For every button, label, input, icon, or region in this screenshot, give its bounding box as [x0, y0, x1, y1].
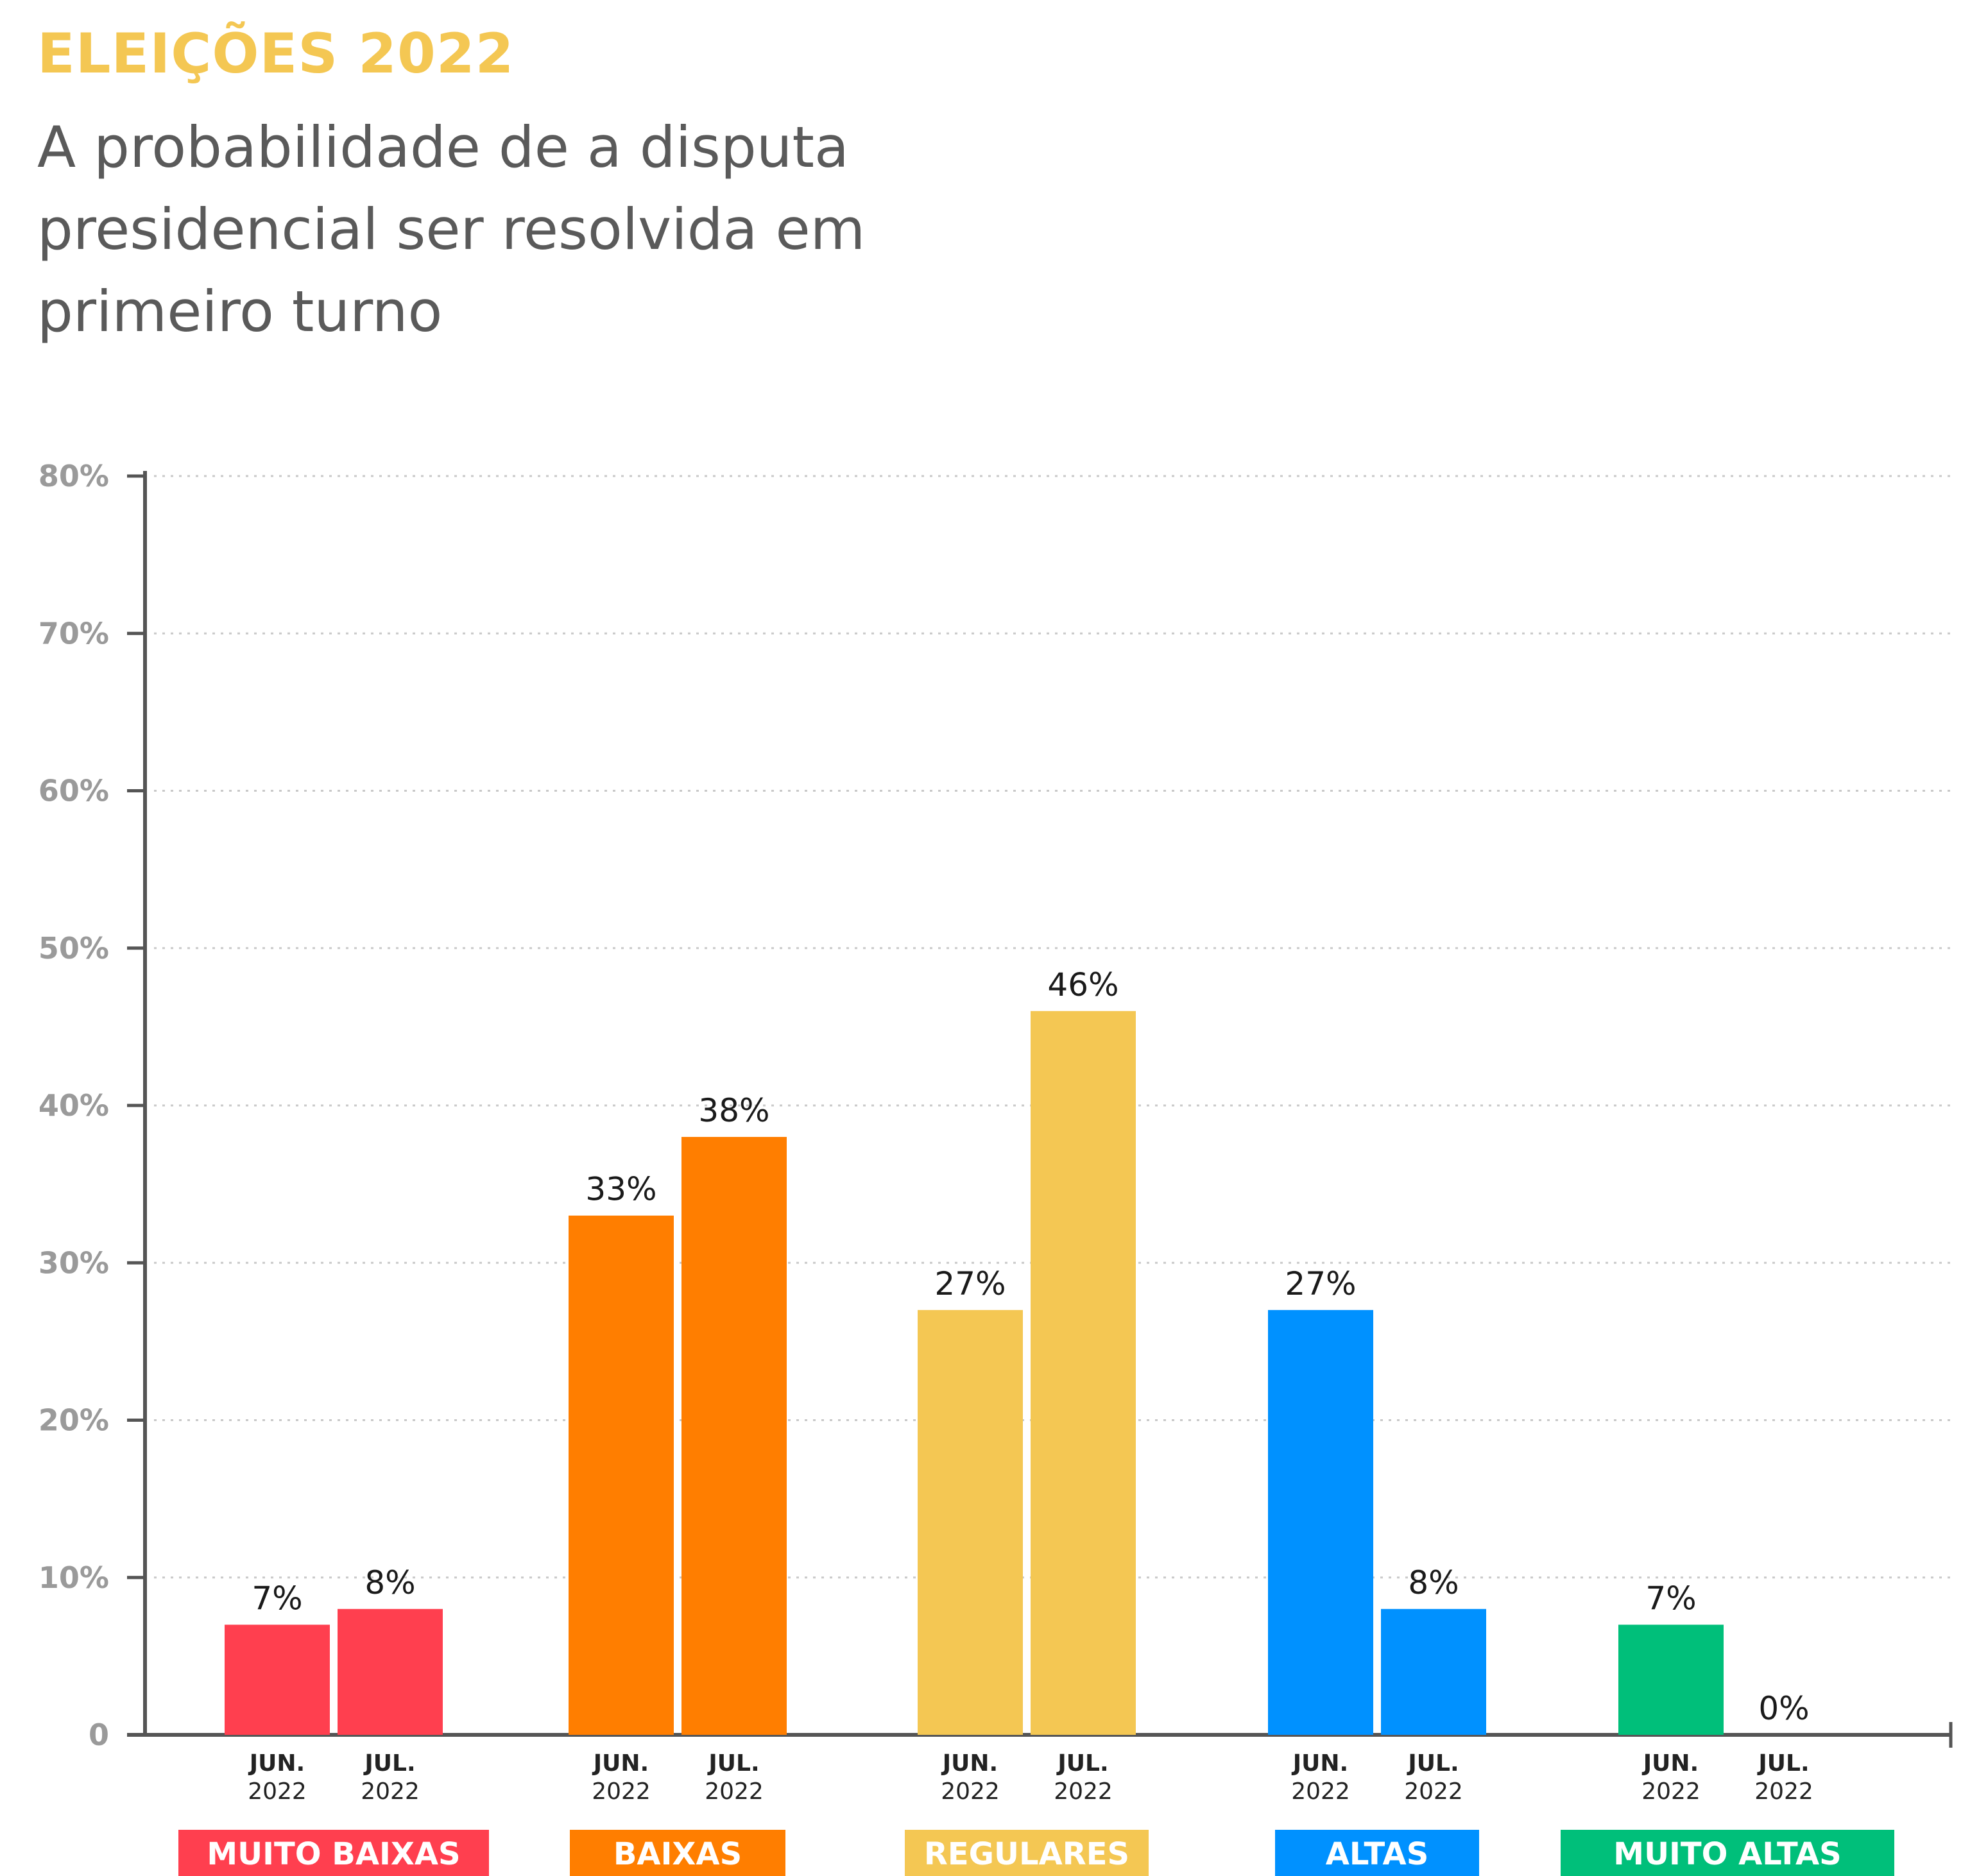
bar — [1618, 1624, 1724, 1735]
x-tick-year-label: 2022 — [705, 1778, 764, 1805]
category-badge-label: ALTAS — [1326, 1836, 1429, 1872]
chart-eyebrow: ELEIÇÕES 2022 — [37, 22, 515, 86]
bar — [225, 1624, 330, 1735]
category-badge — [178, 1830, 489, 1876]
x-tick-month-label: JUL. — [707, 1750, 759, 1777]
category-badge — [1275, 1830, 1479, 1876]
x-tick-year-label: 2022 — [1641, 1778, 1701, 1805]
data-label: 46% — [1047, 966, 1118, 1003]
data-label: 8% — [1408, 1564, 1459, 1601]
bar — [569, 1215, 674, 1735]
x-tick-month-label: JUL. — [1756, 1750, 1809, 1777]
x-tick-month-label: JUN. — [941, 1750, 998, 1777]
y-tick-label: 10% — [39, 1560, 109, 1595]
data-label: 0% — [1758, 1690, 1809, 1727]
x-tick-month-label: JUN. — [1291, 1750, 1348, 1777]
x-tick-year-label: 2022 — [592, 1778, 651, 1805]
x-tick-year-label: 2022 — [361, 1778, 420, 1805]
x-tick-month-label: JUL. — [1056, 1750, 1108, 1777]
category-badge-label: MUITO ALTAS — [1613, 1836, 1841, 1872]
data-label: 8% — [364, 1564, 415, 1601]
category-badge-label: MUITO BAIXAS — [207, 1836, 460, 1872]
x-tick-year-label: 2022 — [1291, 1778, 1350, 1805]
bar — [1031, 1010, 1136, 1735]
data-label: 38% — [698, 1092, 769, 1129]
x-tick-month-label: JUN. — [1641, 1750, 1699, 1777]
y-tick-label: 40% — [39, 1088, 109, 1123]
x-tick-year-label: 2022 — [1754, 1778, 1813, 1805]
x-tick-year-label: 2022 — [1404, 1778, 1463, 1805]
x-tick-year-label: 2022 — [941, 1778, 1000, 1805]
x-axis-labels: JUN.2022JUL.2022JUN.2022JUL.2022JUN.2022… — [248, 1750, 1813, 1805]
y-tick-label: 50% — [39, 931, 109, 966]
bar — [1381, 1608, 1486, 1735]
y-tick-label: 80% — [39, 459, 109, 493]
value-labels: 7% 8% 33% 38% 27% 46% 27% 8% 7% 0% — [252, 966, 1809, 1727]
category-badge — [1561, 1830, 1894, 1876]
category-badge — [570, 1830, 785, 1876]
data-label: 27% — [934, 1265, 1006, 1302]
category-badge — [905, 1830, 1149, 1876]
x-tick-month-label: JUN. — [592, 1750, 649, 1777]
bar — [338, 1608, 443, 1735]
data-label: 7% — [252, 1580, 302, 1617]
y-axis-ticks: 0 10% 20% 30% 40% 50% 60% 70% 80% — [39, 459, 145, 1752]
data-label: 7% — [1645, 1580, 1696, 1617]
x-tick-year-label: 2022 — [1054, 1778, 1113, 1805]
x-tick-month-label: JUL. — [1406, 1750, 1459, 1777]
y-tick-label: 70% — [39, 616, 109, 651]
category-badge-label: BAIXAS — [613, 1836, 742, 1872]
y-tick-label: 30% — [39, 1245, 109, 1280]
data-label: 33% — [585, 1171, 656, 1208]
y-tick-label: 20% — [39, 1403, 109, 1438]
chart-title: A probabilidade de a disputa presidencia… — [37, 114, 866, 345]
x-tick-year-label: 2022 — [248, 1778, 307, 1805]
x-tick-month-label: JUN. — [248, 1750, 305, 1777]
y-tick-label: 0 — [89, 1718, 109, 1752]
category-badges: MUITO BAIXAS BAIXAS REGULARES ALTAS MUITO AL… — [178, 1830, 1894, 1876]
data-label: 27% — [1285, 1265, 1356, 1302]
bar — [1268, 1309, 1373, 1735]
bar — [918, 1309, 1023, 1735]
category-badge-label: REGULARES — [924, 1836, 1129, 1872]
x-tick-month-label: JUL. — [363, 1750, 415, 1777]
bars — [225, 1010, 1724, 1735]
bar — [681, 1137, 787, 1735]
y-tick-label: 60% — [39, 774, 109, 808]
